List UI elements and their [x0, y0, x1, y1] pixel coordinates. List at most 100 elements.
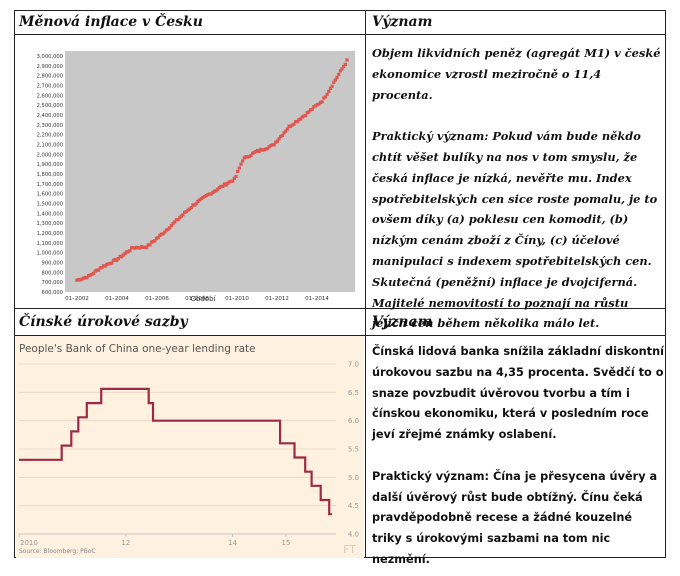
money-supply-point — [166, 227, 170, 231]
money-supply-point — [340, 67, 344, 71]
money-supply-point — [188, 207, 192, 211]
money-supply-point — [332, 80, 336, 84]
lending-rate-chart: People's Bank of China one-year lending … — [16, 336, 364, 558]
money-supply-point — [257, 149, 261, 153]
money-supply-point — [226, 181, 230, 185]
y-tick-label: 1,000,000 — [37, 251, 63, 257]
money-supply-point — [131, 246, 135, 250]
money-supply-point — [118, 254, 122, 258]
money-supply-point — [110, 261, 114, 265]
money-supply-point — [217, 185, 222, 190]
money-supply-point — [108, 262, 112, 266]
money-supply-point — [241, 159, 245, 163]
x-tick-label: 14 — [228, 539, 237, 547]
x-tick-label: 2010 — [20, 539, 38, 547]
column-divider — [365, 11, 366, 557]
money-supply-point — [86, 273, 91, 278]
money-supply-point — [312, 105, 316, 109]
inflation-practical: Praktický význam: Pokud vám bude někdo c… — [372, 129, 658, 331]
money-supply-point — [169, 223, 174, 228]
money-supply-point — [156, 235, 160, 240]
money-supply-point — [290, 123, 294, 127]
meaning-header-1: Význam — [372, 14, 433, 30]
money-supply-point — [136, 246, 140, 250]
money-supply-point — [206, 193, 210, 197]
money-supply-point — [178, 216, 182, 220]
money-supply-point — [247, 155, 251, 159]
money-supply-point — [204, 194, 208, 198]
money-supply-point — [330, 84, 334, 88]
y-tick-label: 1,100,000 — [37, 241, 63, 247]
y-tick-label: 2,000,000 — [37, 152, 63, 158]
money-supply-point — [183, 210, 187, 214]
money-supply-point — [186, 208, 190, 212]
money-supply-point — [249, 153, 253, 158]
money-supply-point — [337, 72, 341, 76]
money-supply-point — [239, 162, 243, 166]
money-supply-point — [141, 245, 145, 249]
y-tick-label: 3,000,000 — [37, 54, 63, 60]
money-supply-point — [90, 272, 94, 276]
money-supply-point — [299, 117, 303, 121]
money-supply-point — [231, 179, 235, 183]
money-supply-point — [302, 114, 306, 118]
money-supply-point — [207, 192, 212, 196]
money-supply-point — [143, 245, 147, 249]
money-supply-point — [277, 137, 281, 141]
money-supply-point — [146, 243, 150, 247]
money-supply-point — [255, 148, 260, 153]
x-tick-label: 01–2004 — [105, 296, 129, 302]
money-supply-point — [313, 104, 318, 108]
money-supply-point — [259, 147, 263, 151]
money-supply-point — [254, 150, 258, 154]
x-tick-label: 01–2006 — [145, 296, 169, 302]
money-supply-point — [269, 143, 273, 148]
chart-source: Source: Bloomberg; PBoC — [19, 548, 96, 555]
money-supply-point — [151, 239, 155, 244]
money-supply-point — [219, 184, 223, 189]
money-supply-point — [335, 75, 339, 79]
money-supply-point — [120, 255, 124, 259]
money-supply-point — [125, 250, 129, 254]
y-tick-label: 7.0 — [348, 361, 359, 369]
lending-rate-line — [19, 387, 332, 516]
money-supply-point — [318, 100, 323, 105]
money-supply-point — [327, 89, 331, 93]
money-supply-point — [159, 232, 164, 236]
money-supply-point — [138, 246, 142, 250]
money-supply-point — [101, 264, 106, 268]
y-tick-label: 2,800,000 — [37, 74, 63, 80]
money-supply-point — [85, 276, 89, 280]
money-supply-point — [305, 110, 309, 115]
money-supply-point — [345, 58, 349, 62]
money-supply-point — [242, 156, 246, 160]
y-tick-label: 2,600,000 — [37, 93, 63, 99]
money-supply-point — [93, 269, 97, 273]
money-supply-point — [201, 195, 205, 200]
money-supply-point — [292, 122, 296, 126]
money-supply-point — [202, 194, 207, 199]
header-divider-1 — [15, 34, 665, 35]
money-supply-point — [216, 187, 220, 191]
money-supply-point — [303, 113, 308, 118]
money-supply-point — [126, 250, 130, 254]
chart-title: People's Bank of China one-year lending … — [19, 343, 256, 355]
money-supply-point — [289, 124, 293, 128]
money-supply-point — [307, 110, 311, 114]
money-supply-point — [323, 95, 328, 99]
chart-background — [16, 336, 364, 558]
money-supply-point — [315, 103, 319, 107]
money-supply-point — [234, 174, 238, 179]
money-supply-point — [270, 143, 275, 147]
money-supply-point — [322, 96, 326, 100]
y-tick-label: 2,100,000 — [37, 142, 63, 148]
money-supply-point — [168, 226, 172, 230]
money-supply-point — [227, 180, 231, 184]
money-supply-point — [250, 151, 255, 155]
inflation-fact: Objem likvidních peněz (agregát M1) v če… — [372, 46, 661, 102]
money-supply-point — [174, 218, 178, 222]
money-supply-point — [262, 148, 266, 152]
money-supply-point — [96, 268, 101, 272]
money-supply-point — [252, 150, 256, 154]
money-supply-point — [285, 127, 289, 131]
